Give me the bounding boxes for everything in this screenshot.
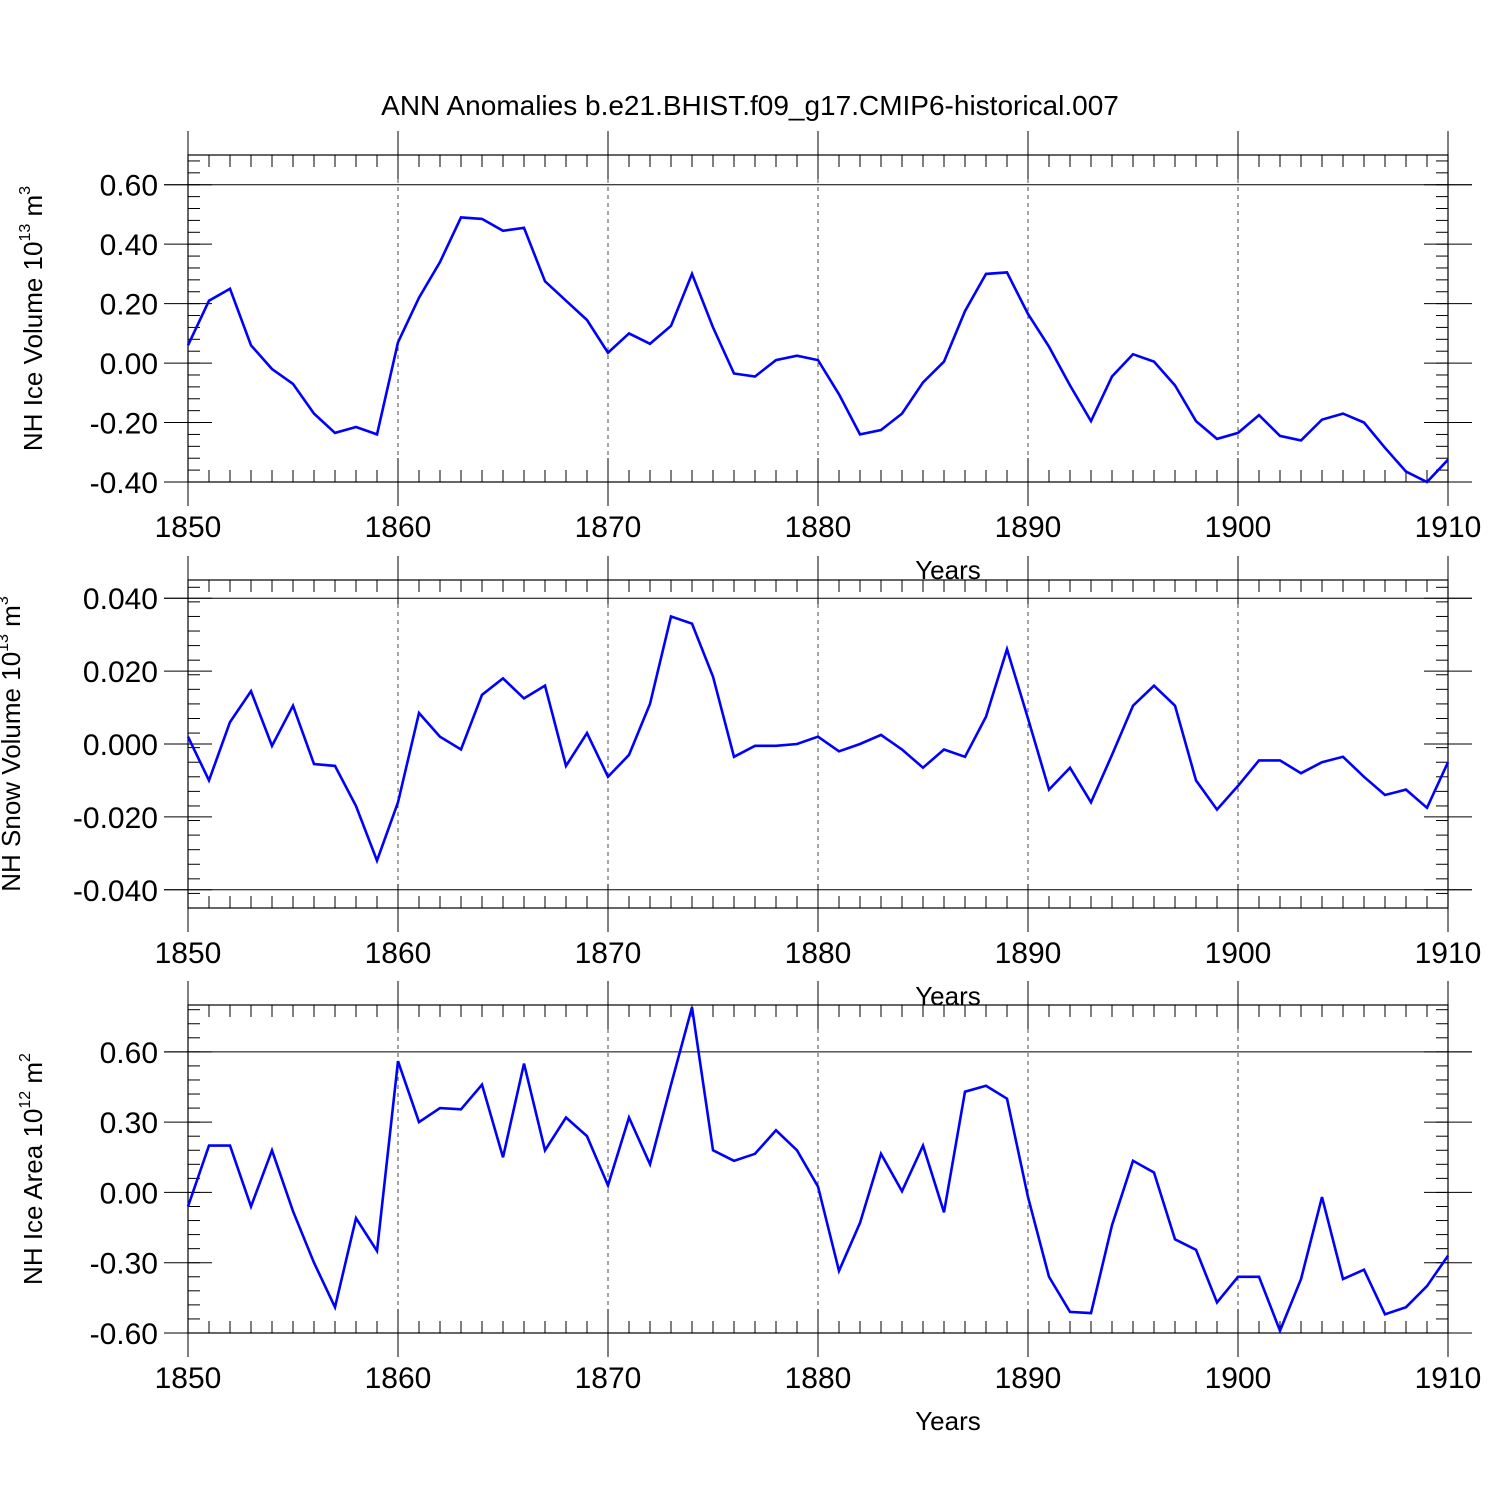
x-tick-label: 1910 (1415, 511, 1482, 544)
y-tick-label: 0.40 (100, 229, 158, 262)
y-tick-label: 0.000 (83, 729, 158, 762)
y-tick-label: -0.20 (90, 408, 158, 441)
panel-ice-volume: -0.40 -0.20 0.00 0.20 0.40 0.60 1850 1860 1870 18… (17, 131, 1481, 585)
x-axis-label: Years (915, 1406, 981, 1436)
x-tick-label: 1860 (365, 937, 432, 970)
x-tick-label: 1870 (575, 1362, 642, 1395)
y-axis-label: NH Snow Volume 1013 m3 (0, 596, 26, 892)
x-tick-label: 1900 (1205, 511, 1272, 544)
x-tick-label: 1880 (785, 937, 852, 970)
x-tick-label: 1890 (995, 511, 1062, 544)
panel-ice-area: -0.60 -0.30 0.00 0.30 0.60 1850 1860 1870 1880 18… (17, 981, 1481, 1436)
y-axis-label: NH Ice Area 1012 m2 (17, 1053, 48, 1285)
x-tick-label: 1880 (785, 1362, 852, 1395)
y-tick-label: -0.30 (90, 1248, 158, 1281)
x-tick-label: 1860 (365, 511, 432, 544)
x-tick-label: 1850 (155, 937, 222, 970)
y-tick-label: 0.020 (83, 656, 158, 689)
x-tick-label: 1880 (785, 511, 852, 544)
y-tick-label: 0.040 (83, 583, 158, 616)
x-tick-label: 1860 (365, 1362, 432, 1395)
y-tick-label: -0.60 (90, 1318, 158, 1351)
x-tick-label: 1910 (1415, 937, 1482, 970)
x-tick-label: 1900 (1205, 1362, 1272, 1395)
y-tick-label: 0.20 (100, 289, 158, 322)
x-tick-label: 1850 (155, 1362, 222, 1395)
series-line-ice-volume (186, 216, 1449, 484)
series-line-ice-area (186, 1006, 1450, 1335)
chart-title: ANN Anomalies b.e21.BHIST.f09_g17.CMIP6-… (381, 90, 1119, 121)
y-axis-label: NH Ice Volume 1013 m3 (17, 186, 48, 451)
x-tick-label: 1910 (1415, 1362, 1482, 1395)
x-tick-label: 1870 (575, 937, 642, 970)
x-axis-label: Years (915, 981, 981, 1011)
series-line-snow-volume (186, 614, 1450, 865)
y-tick-label: -0.020 (73, 802, 158, 835)
y-tick-label: 0.30 (100, 1107, 158, 1140)
x-tick-label: 1900 (1205, 937, 1272, 970)
x-tick-label: 1890 (995, 937, 1062, 970)
y-tick-label: -0.40 (90, 467, 158, 500)
chart-panels: -0.40 -0.20 0.00 0.20 0.40 0.60 1850 1860 1870 18… (0, 131, 1481, 1436)
y-tick-label: 0.60 (100, 170, 158, 203)
panel-snow-volume: -0.040 -0.020 0.000 0.020 0.040 1850 1860 1870 1… (0, 556, 1481, 1011)
y-tick-label: 0.60 (100, 1037, 158, 1070)
y-tick-label: 0.00 (100, 1177, 158, 1210)
x-tick-label: 1890 (995, 1362, 1062, 1395)
x-tick-label: 1850 (155, 511, 222, 544)
y-tick-label: 0.00 (100, 348, 158, 381)
y-tick-label: -0.040 (73, 875, 158, 908)
x-tick-label: 1870 (575, 511, 642, 544)
